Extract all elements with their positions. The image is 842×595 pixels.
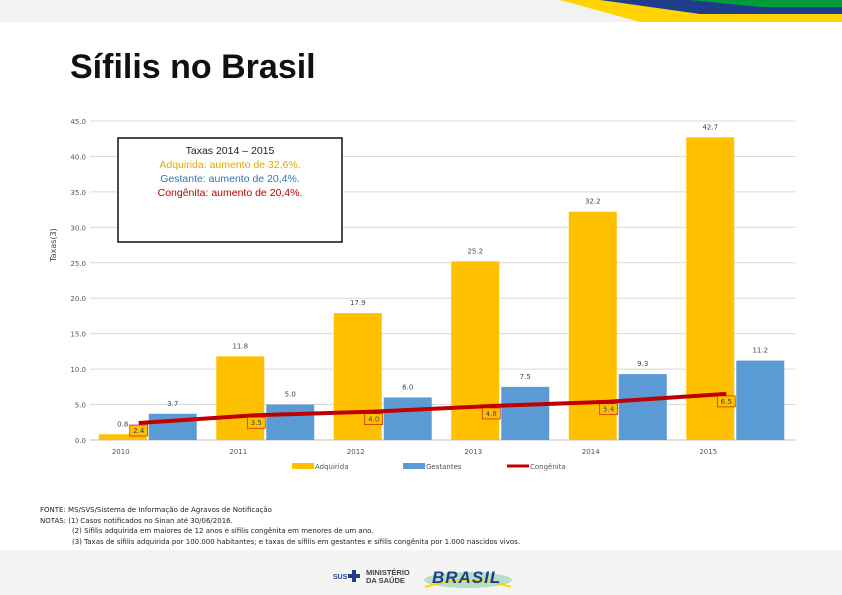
congenita-label-box-2012 (364, 413, 384, 425)
label-congenita-2010: 2.4 (133, 427, 145, 435)
label-gestantes-2011: 5.0 (285, 391, 296, 399)
y-tick-labels: 0.0 5.0 10.0 15.0 20.0 25.0 30.0 35.0 40.0 45.0 (70, 118, 86, 445)
line-congenita (138, 391, 727, 425)
label-gestantes-2012: 6.0 (402, 383, 413, 391)
legend-label: Gestantes (426, 463, 462, 471)
annotation-box (117, 137, 343, 243)
bar-gestantes-2011 (266, 404, 315, 440)
label-gestantes-2015: 11.2 (752, 347, 768, 355)
x-tick-label-2011: 2011 (229, 448, 247, 456)
congenita-label-box-2010 (129, 424, 149, 437)
bar-gestantes-2013 (501, 386, 550, 440)
label-congenita-2015: 6.5 (721, 398, 732, 406)
legend-swatch-adquirida (292, 463, 314, 469)
label-adquirida-2011: 11.8 (232, 342, 248, 350)
annotation-gestante: Gestante: aumento de 20,4%. (160, 173, 300, 185)
bar-group (98, 137, 785, 440)
footer-nota-2: (2) Sífilis adquirida em maiores de 12 a… (72, 527, 374, 535)
label-gestantes-2013: 7.5 (520, 373, 531, 381)
chart: 0.0 5.0 10.0 15.0 20.0 25.0 30.0 35.0 40.0 45.0 T… (49, 118, 795, 471)
label-congenita-2014: 5.4 (603, 406, 615, 414)
annotation-adquirida: Adquirida: aumento de 32,6%. (159, 159, 300, 171)
brasil-logo-icon (424, 572, 512, 588)
brasil-logo-text: BRASIL (432, 568, 502, 587)
x-tick-labels: 2010 2011 2012 2013 2014 2015 (112, 448, 717, 456)
label-adquirida-2012: 17.9 (350, 299, 366, 307)
y-tick-label: 10.0 (70, 366, 86, 374)
congenita-label-box-2015 (716, 395, 736, 408)
congenita-line-group: 2.4 3.5 4.0 4.8 5.4 6.5 (129, 391, 736, 437)
y-tick-label: 35.0 (70, 189, 86, 197)
label-congenita-2013: 4.8 (486, 410, 497, 418)
bar-gestantes-2014 (618, 374, 667, 440)
footer-nota-3: (3) Taxas de sífilis adquirida por 100.0… (72, 537, 521, 546)
annotation-congenita: Congênita: aumento de 20,4%. (158, 187, 303, 199)
congenita-label-box-2014 (599, 403, 619, 416)
sus-cross-icon (348, 570, 360, 582)
bottom-logo-bar (0, 550, 842, 595)
label-adquirida-2015: 42.7 (702, 123, 718, 131)
y-tick-label: 30.0 (70, 224, 86, 232)
label-adquirida-2014: 32.2 (585, 198, 601, 206)
bar-adquirida-2010 (98, 434, 147, 440)
ministerio-line-2: DA SAÚDE (366, 576, 405, 585)
x-tick-label-2015: 2015 (699, 448, 717, 456)
bar-gestantes-2015 (736, 360, 785, 440)
y-tick-label: 15.0 (70, 331, 86, 339)
bar-gestantes-2012 (383, 397, 432, 440)
legend-swatch-gestantes (403, 463, 425, 469)
ministerio-line-1: MINISTÉRIO (366, 568, 410, 577)
label-adquirida-2013: 25.2 (467, 247, 483, 255)
y-tick-label: 25.0 (70, 260, 86, 268)
ministerio-logo: MINISTÉRIO DA SAÚDE (366, 569, 410, 585)
legend-label: Adquirida (315, 463, 349, 471)
y-tick-label: 0.0 (75, 437, 86, 445)
y-axis-label: Taxas(3) (49, 228, 58, 263)
y-tick-label: 5.0 (75, 402, 86, 410)
footer-fonte: FONTE: MS/SVS/Sistema de Informação de A… (40, 506, 272, 514)
bar-data-labels: 0.8 3.7 11.8 5.0 17.9 6.0 25.2 7.5 32.2 9.3 42.7 11… (117, 123, 768, 428)
legend-label: Congênita (530, 463, 566, 471)
congenita-label-box-2011 (246, 416, 266, 429)
label-gestantes-2010: 3.7 (167, 400, 178, 408)
top-decoration-bar (0, 0, 842, 22)
x-tick-label-2014: 2014 (582, 448, 600, 456)
label-gestantes-2014: 9.3 (637, 360, 648, 368)
y-tick-label: 20.0 (70, 295, 86, 303)
y-tick-label: 45.0 (70, 118, 86, 126)
annotation-heading: Taxas 2014 – 2015 (186, 145, 275, 157)
bar-adquirida-2015 (686, 137, 735, 440)
label-adquirida-2010: 0.8 (117, 420, 128, 428)
footer-notes: FONTE: MS/SVS/Sistema de Informação de A… (40, 505, 520, 547)
x-tick-label-2013: 2013 (464, 448, 482, 456)
page-title: Sífilis no Brasil (70, 48, 316, 86)
y-tick-label: 40.0 (70, 153, 86, 161)
sus-logo-text: SUS (333, 574, 348, 581)
footer-nota-1: NOTAS: (1) Casos notificados no Sinan at… (40, 516, 233, 525)
label-congenita-2011: 3.5 (251, 419, 262, 427)
label-congenita-2012: 4.0 (368, 416, 379, 424)
x-tick-label-2010: 2010 (112, 448, 130, 456)
grid-lines (90, 120, 795, 441)
legend: Adquirida Gestantes Congênita (292, 463, 566, 471)
congenita-label-box-2013 (481, 407, 501, 420)
x-tick-label-2012: 2012 (347, 448, 365, 456)
